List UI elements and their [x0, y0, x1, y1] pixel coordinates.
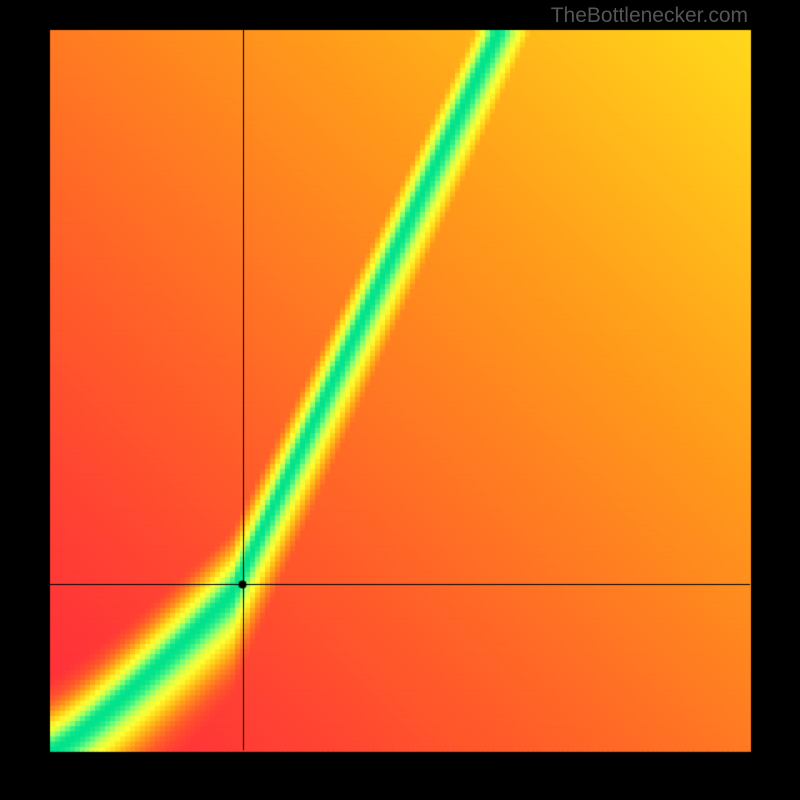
chart-container: TheBottlenecker.com	[0, 0, 800, 800]
watermark-text: TheBottlenecker.com	[551, 4, 748, 28]
bottleneck-heatmap	[0, 0, 800, 800]
